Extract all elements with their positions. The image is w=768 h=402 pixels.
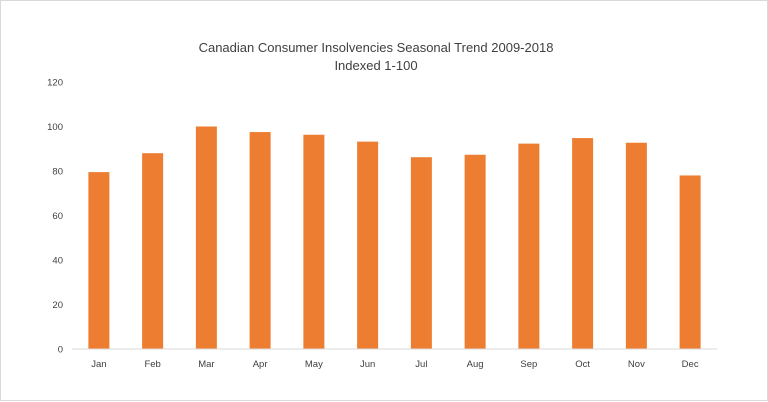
y-tick-label: 80	[52, 167, 63, 178]
x-tick-label: Dec	[682, 359, 699, 370]
bar-mar	[195, 126, 217, 349]
bars	[88, 126, 701, 349]
bar-dec	[679, 175, 701, 349]
y-tick-label: 120	[47, 78, 63, 89]
x-tick-label: Jul	[415, 359, 427, 370]
x-tick-label: Sep	[520, 359, 537, 370]
y-tick-label: 60	[52, 211, 63, 222]
x-tick-label: Jan	[91, 359, 106, 370]
y-axis: 0 20 40 60 80 100 120	[47, 78, 63, 356]
bar-feb	[142, 153, 164, 349]
bar-oct	[572, 138, 594, 349]
chart-title: Canadian Consumer Insolvencies Seasonal …	[199, 40, 554, 55]
x-axis: Jan Feb Mar Apr May Jun Jul Aug Sep Oct Nov Dec	[91, 359, 699, 370]
x-tick-label: Oct	[575, 359, 590, 370]
bar-nov	[625, 142, 647, 349]
x-tick-label: Aug	[467, 359, 484, 370]
chart-subtitle: Indexed 1-100	[334, 58, 417, 73]
bar-apr	[249, 132, 271, 349]
bar-aug	[464, 154, 486, 349]
y-tick-label: 100	[47, 122, 63, 133]
y-tick-label: 0	[58, 345, 63, 356]
bar-jan	[88, 172, 110, 349]
bar-may	[303, 134, 325, 349]
x-tick-label: Nov	[628, 359, 645, 370]
x-tick-label: May	[305, 359, 323, 370]
x-tick-label: Feb	[144, 359, 160, 370]
y-tick-label: 20	[52, 300, 63, 311]
y-tick-label: 40	[52, 256, 63, 267]
x-tick-label: Jun	[360, 359, 375, 370]
bar-sep	[518, 143, 540, 349]
bar-jun	[357, 141, 379, 349]
bar-jul	[410, 157, 432, 349]
x-tick-label: Apr	[253, 359, 268, 370]
x-tick-label: Mar	[198, 359, 214, 370]
